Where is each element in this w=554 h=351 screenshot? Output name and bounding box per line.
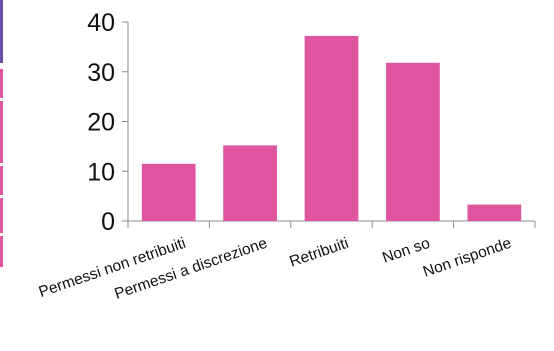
y-tick-label: 40 bbox=[87, 9, 115, 37]
x-category-label: Non so bbox=[380, 235, 432, 267]
x-category-label: Non risponde bbox=[421, 235, 514, 281]
bar bbox=[223, 145, 277, 221]
side-strip-segment-2 bbox=[0, 166, 3, 195]
y-tick-label: 20 bbox=[87, 109, 115, 137]
x-axis bbox=[127, 220, 536, 228]
side-strip-segment-3 bbox=[0, 198, 3, 233]
bar bbox=[386, 62, 440, 221]
side-strip-top bbox=[0, 0, 3, 63]
x-category-label: Permessi a discrezione bbox=[112, 235, 269, 303]
bar bbox=[304, 35, 359, 222]
bar bbox=[467, 204, 522, 221]
side-strip bbox=[0, 0, 3, 267]
bars-group bbox=[141, 35, 522, 222]
side-strip-segment-0 bbox=[0, 69, 3, 98]
x-category-label: Retribuiti bbox=[287, 235, 350, 271]
y-axis: 0 10 20 30 40 bbox=[87, 9, 129, 236]
bar bbox=[141, 163, 196, 221]
y-tick-label: 0 bbox=[101, 208, 115, 236]
y-tick-label: 10 bbox=[87, 158, 115, 186]
side-strip-segment-1 bbox=[0, 101, 3, 163]
side-strip-segment-4 bbox=[0, 236, 3, 267]
y-tick-label: 30 bbox=[87, 59, 115, 87]
